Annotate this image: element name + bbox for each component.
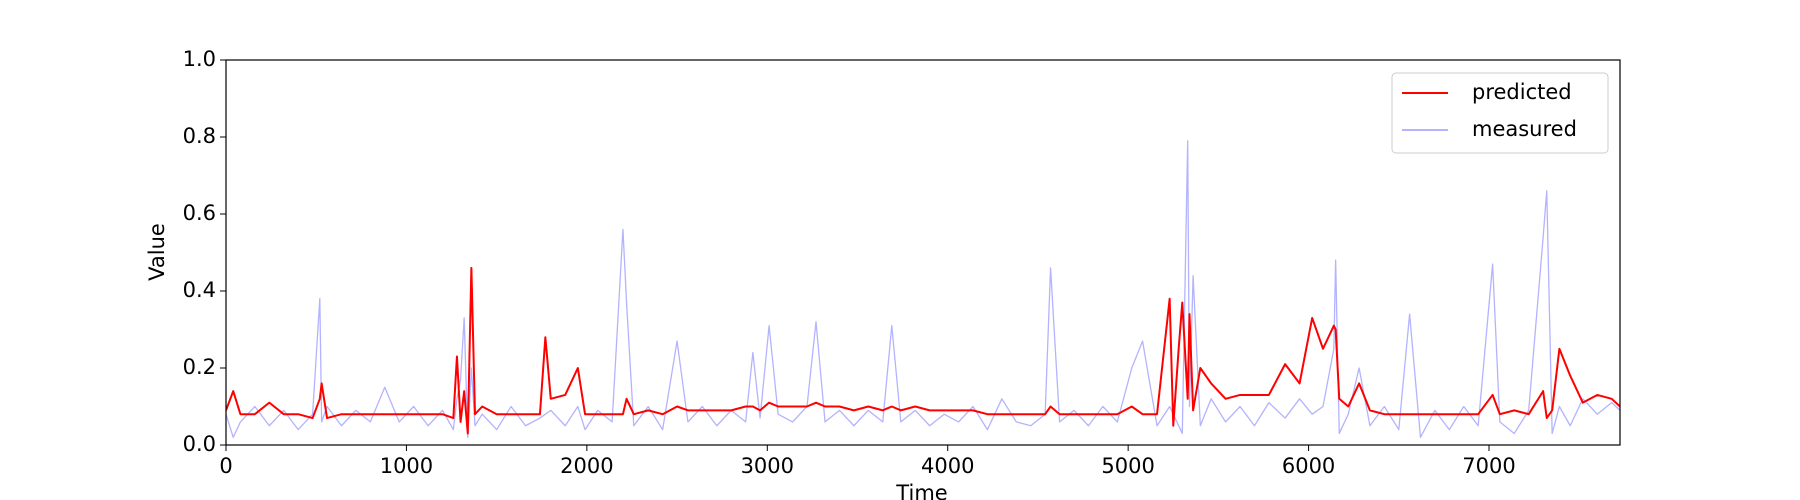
x-tick-label: 0 <box>219 454 232 478</box>
legend-label: measured <box>1472 117 1577 141</box>
y-tick-label: 0.6 <box>183 201 216 225</box>
y-tick-label: 0.2 <box>183 355 216 379</box>
x-tick-label: 3000 <box>741 454 794 478</box>
y-tick-label: 1.0 <box>183 47 216 71</box>
plot-frame <box>225 59 1621 446</box>
x-tick-label: 7000 <box>1462 454 1515 478</box>
y-tick-label: 0.8 <box>183 124 216 148</box>
series-line <box>226 266 1620 435</box>
series-line <box>226 140 1620 438</box>
y-axis-label: Value <box>145 223 169 281</box>
x-tick-label: 2000 <box>560 454 613 478</box>
x-tick-label: 6000 <box>1282 454 1335 478</box>
y-tick-label: 0.0 <box>183 432 216 456</box>
legend-label: predicted <box>1472 80 1572 104</box>
x-axis-label: Time <box>895 481 947 500</box>
y-tick-label: 0.4 <box>183 278 216 302</box>
x-tick-label: 1000 <box>380 454 433 478</box>
x-tick-label: 4000 <box>921 454 974 478</box>
x-tick-label: 5000 <box>1101 454 1154 478</box>
